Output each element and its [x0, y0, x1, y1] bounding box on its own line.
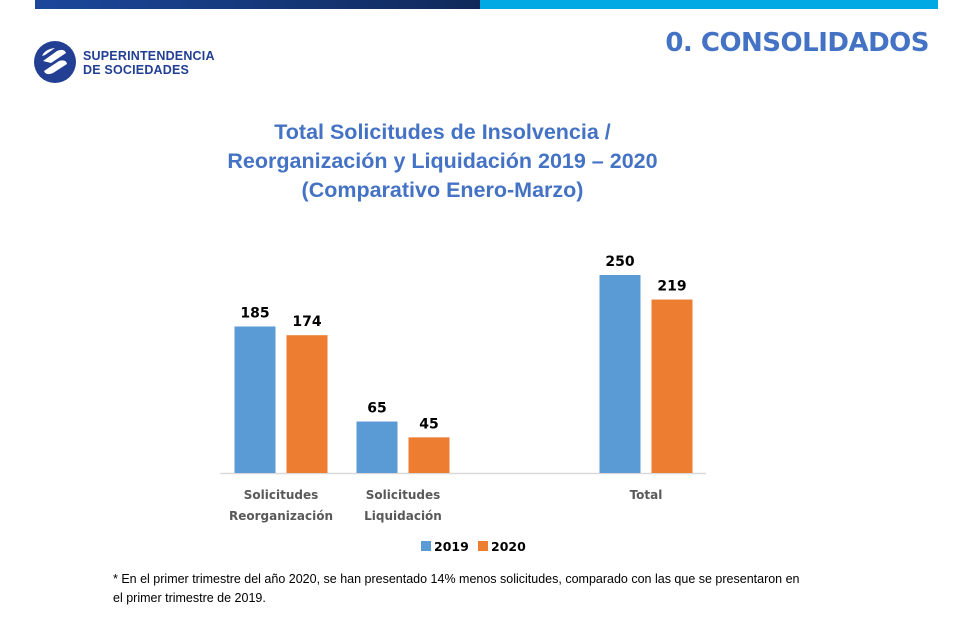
org-name: SUPERINTENDENCIA DE SOCIEDADES [83, 49, 215, 77]
legend-swatch-2019 [421, 541, 431, 551]
data-label-2020-2: 219 [657, 279, 686, 295]
data-label-2019-1: 65 [367, 401, 386, 417]
legend-label-2019: 2019 [434, 539, 469, 554]
superintendencia-logo-icon [33, 40, 77, 84]
data-label-2020-0: 174 [292, 314, 321, 330]
header-bar-light [480, 0, 938, 9]
section-title: 0. CONSOLIDADOS [665, 28, 929, 58]
category-label-1-0: Solicitudes [366, 488, 441, 502]
bar-2020-1 [408, 437, 450, 473]
chart-title-line1: Total Solicitudes de Insolvencia / [274, 120, 611, 144]
chart-title-line3: (Comparativo Enero-Marzo) [301, 178, 584, 202]
chart-title: Total Solicitudes de Insolvencia / Reorg… [170, 118, 715, 205]
legend-label-2020: 2020 [491, 539, 526, 554]
footnote-line2: el primer trimestre de 2019. [113, 591, 266, 605]
bar-2019-2 [599, 275, 641, 473]
category-label-2-0: Total [630, 488, 663, 502]
footnote: * En el primer trimestre del año 2020, s… [113, 570, 873, 608]
chart-title-line2: Reorganización y Liquidación 2019 – 2020 [227, 149, 658, 173]
category-label-0-1: Reorganización [229, 509, 333, 523]
category-label-0-0: Solicitudes [244, 488, 319, 502]
legend-swatch-2020 [478, 541, 488, 551]
header-bar-dark [35, 0, 480, 9]
bar-2019-0 [234, 326, 276, 473]
bar-2019-1 [356, 421, 398, 473]
category-label-1-1: Liquidación [364, 509, 442, 523]
bar-2020-0 [286, 335, 328, 473]
org-name-line1: SUPERINTENDENCIA [83, 49, 215, 63]
data-label-2019-2: 250 [605, 254, 634, 270]
data-label-2020-1: 45 [419, 416, 438, 432]
footnote-line1: * En el primer trimestre del año 2020, s… [113, 572, 800, 586]
data-label-2019-0: 185 [240, 305, 269, 321]
org-name-line2: DE SOCIEDADES [83, 63, 190, 77]
bar-2020-2 [651, 299, 693, 473]
